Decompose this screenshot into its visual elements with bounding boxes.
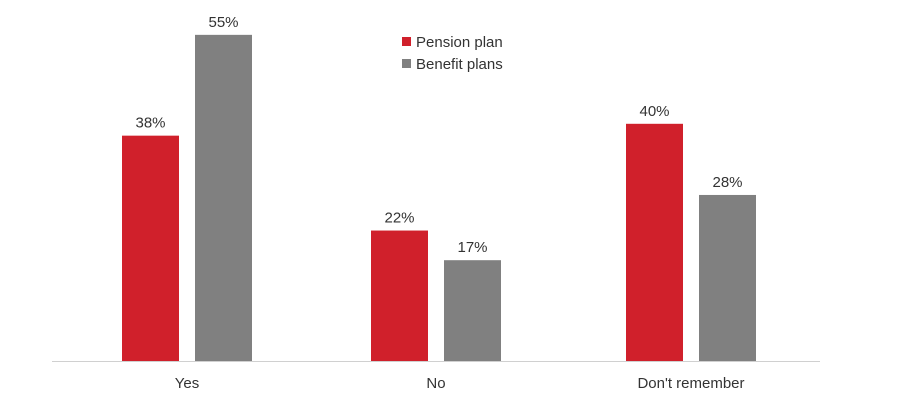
data-label-pension-plan-yes: 38% — [135, 115, 165, 132]
data-label-benefit-plans-yes: 55% — [208, 14, 238, 31]
data-label-pension-plan-no: 22% — [384, 210, 414, 227]
legend-label-pension-plan: Pension plan — [416, 34, 503, 51]
bars-layer — [122, 34, 756, 361]
bar-pension-plan-yes — [122, 135, 179, 361]
x-tick-label: Yes — [175, 375, 199, 392]
legend-swatch-benefit-plans — [402, 59, 411, 68]
legend-swatch-pension-plan — [402, 37, 411, 46]
bar-benefit-plans-no — [444, 260, 501, 361]
data-label-benefit-plans-don-t-remember: 28% — [712, 174, 742, 191]
legend-label-benefit-plans: Benefit plans — [416, 56, 503, 73]
bar-pension-plan-don-t-remember — [626, 123, 683, 361]
bar-benefit-plans-yes — [195, 34, 252, 361]
data-labels-layer: 38% 55% 22% 17% 40% 28% — [135, 14, 742, 256]
x-tick-labels-layer: Yes No Don't remember — [175, 375, 745, 392]
data-label-pension-plan-don-t-remember: 40% — [639, 103, 669, 120]
x-tick-label: Don't remember — [637, 375, 744, 392]
bar-benefit-plans-don-t-remember — [699, 194, 756, 361]
data-label-benefit-plans-no: 17% — [457, 239, 487, 256]
bar-pension-plan-no — [371, 230, 428, 361]
x-tick-label: No — [426, 375, 445, 392]
legend: Pension plan Benefit plans — [402, 34, 503, 73]
